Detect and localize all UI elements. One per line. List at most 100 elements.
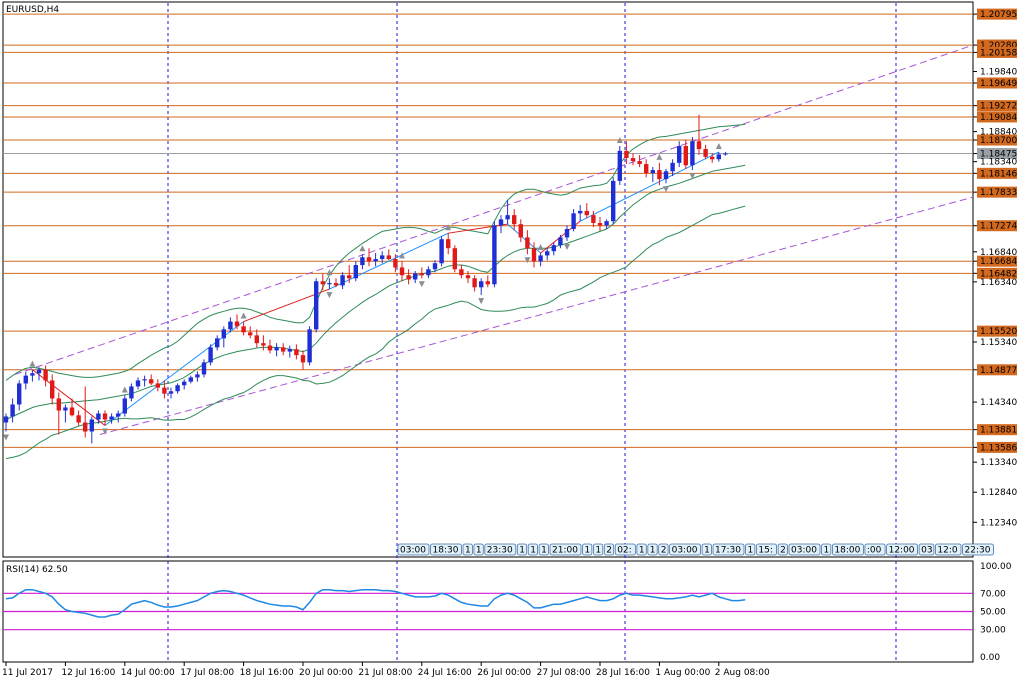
- session-marker-box: [918, 543, 935, 556]
- candle-bull: [30, 373, 35, 376]
- session-marker-label: 12:0: [937, 546, 957, 556]
- vertical-gridlines: [167, 3, 897, 662]
- candle-bull: [716, 154, 721, 160]
- session-marker-label: 17:30: [715, 546, 741, 556]
- candle-bear: [347, 275, 352, 279]
- candle-bull: [327, 283, 332, 285]
- price-tick-label: 1.16684: [980, 257, 1017, 267]
- session-marker-label: 1: [541, 546, 547, 556]
- candle-bull: [578, 210, 583, 214]
- candle-bear: [162, 387, 167, 394]
- session-marker-box: [603, 543, 615, 556]
- candle-bull: [677, 146, 682, 163]
- candle-bear: [525, 237, 530, 249]
- session-marker-label: 03:00: [672, 546, 698, 556]
- fractal-down-marker: [564, 244, 570, 251]
- time-tick-label: 14 Jul 00:00: [121, 668, 175, 678]
- session-marker: 15:: [756, 543, 778, 556]
- candle-bull: [564, 228, 570, 238]
- session-marker-label: 1: [476, 546, 482, 556]
- candle-bear: [366, 257, 372, 262]
- candle-bear: [102, 413, 108, 420]
- fractal-up-marker: [537, 244, 544, 251]
- session-marker-label: 2: [606, 546, 612, 556]
- candle-bear: [472, 278, 477, 288]
- session-marker-box: [538, 543, 549, 556]
- candle-bear: [683, 146, 688, 166]
- candle-bear: [465, 275, 471, 279]
- candle-bull: [215, 338, 220, 348]
- time-tick-label: 27 Jul 08:00: [537, 668, 591, 678]
- session-marker-label: 03:00: [791, 546, 817, 556]
- candle-bull: [492, 225, 497, 285]
- session-marker-label: 18:00: [834, 546, 860, 556]
- session-marker: 22:30: [962, 543, 994, 556]
- candle-bull: [479, 281, 484, 288]
- price-tick-label: 1.15520: [980, 327, 1017, 337]
- session-marker: 1: [538, 543, 549, 556]
- candle-bull: [36, 369, 42, 374]
- session-marker-box: [962, 543, 994, 556]
- trend-channel: [14, 44, 974, 436]
- fractal-up-marker: [29, 360, 36, 367]
- candle-bear: [254, 335, 259, 344]
- candle-bull: [135, 380, 141, 387]
- zigzag-segment: [104, 321, 244, 426]
- candle-bull: [545, 251, 550, 256]
- candle-bear: [149, 379, 154, 384]
- session-marker: 1: [745, 543, 756, 556]
- candle-bear: [76, 415, 81, 423]
- price-tick-label: 1.18475: [980, 150, 1017, 160]
- fractal-up-marker: [445, 224, 452, 231]
- candle-bull: [175, 385, 180, 392]
- chart-title: EURUSD,H4: [6, 5, 59, 15]
- session-marker: 2: [603, 543, 615, 556]
- session-markers: 03:00 18:30 1 1 23:30 1 1 1 21:00 1 1 2 02: 1 1 2 03:00 1…: [397, 543, 994, 556]
- time-tick-label: 1 Aug 00:00: [655, 668, 710, 678]
- price-tick-label: 1.16840: [980, 248, 1017, 258]
- session-marker-label: 1: [585, 546, 591, 556]
- candle-bull: [670, 162, 675, 172]
- fractal-up-marker: [240, 312, 247, 319]
- session-marker-box: [647, 543, 658, 556]
- session-marker: 18:30: [430, 543, 462, 556]
- candle-bull: [89, 419, 94, 432]
- price-tick-label: 1.19649: [980, 79, 1017, 89]
- candle-bull: [690, 141, 695, 166]
- session-marker-box: [582, 543, 593, 556]
- fractal-down-marker: [418, 281, 425, 288]
- price-tick-label: 1.20158: [980, 48, 1017, 58]
- session-marker-box: [614, 543, 636, 556]
- zigzag-segment: [448, 223, 508, 234]
- session-marker-box: [788, 543, 821, 556]
- rsi-tick-label: 30.00: [980, 626, 1006, 636]
- fractal-down-marker: [524, 257, 531, 264]
- session-marker-box: [777, 543, 788, 556]
- candle-bear: [300, 355, 306, 363]
- price-level-tag: [977, 220, 1017, 232]
- session-marker: 12:00: [886, 543, 918, 556]
- session-marker-box: [701, 543, 712, 556]
- rsi-tick-label: 50.00: [980, 608, 1006, 618]
- session-marker: 03:00: [669, 543, 701, 556]
- rsi-line: [5, 588, 746, 618]
- session-marker-box: [658, 543, 669, 556]
- time-tick-label: 24 Jul 16:00: [418, 668, 472, 678]
- session-marker-label: 18:30: [433, 546, 459, 556]
- candle-bull: [228, 321, 233, 330]
- session-marker-box: [527, 543, 539, 556]
- candle-bear: [83, 422, 88, 432]
- candle-bull: [109, 416, 114, 420]
- candle-bull: [617, 150, 622, 181]
- session-marker-label: 12:00: [889, 546, 915, 556]
- candle-bear: [584, 210, 589, 216]
- session-marker-label: 2: [661, 546, 667, 556]
- candle-bull: [353, 265, 358, 279]
- session-marker: 1: [593, 543, 604, 556]
- fractal-up-marker: [359, 245, 366, 252]
- price-tick-label: 1.18840: [980, 128, 1017, 138]
- session-marker-label: 2: [780, 546, 786, 556]
- time-tick-label: 18 Jul 16:00: [240, 668, 294, 678]
- main-pane[interactable]: [2, 1, 974, 558]
- candle-bull: [571, 213, 576, 229]
